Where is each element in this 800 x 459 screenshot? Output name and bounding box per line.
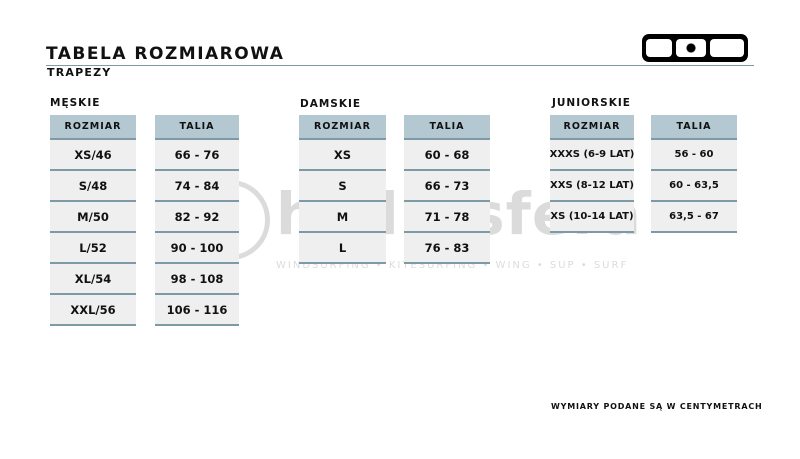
column-header: ROZMIAR [50, 115, 136, 140]
table-cell: XS (10-14 LAT) [550, 202, 634, 233]
table-cell: S/48 [50, 171, 136, 202]
table-cell: M/50 [50, 202, 136, 233]
column-header: TALIA [404, 115, 490, 140]
table-cell: 66 - 76 [155, 140, 239, 171]
table-cell: M [299, 202, 386, 233]
table-cell: S [299, 171, 386, 202]
column-header: ROZMIAR [550, 115, 634, 140]
table-cell: XXS (8-12 LAT) [550, 171, 634, 202]
section-title-mens: MĘSKIE [50, 97, 101, 109]
column-header: TALIA [651, 115, 737, 140]
table-cell: XL/54 [50, 264, 136, 295]
womens-size-column: ROZMIAR XS S M L [299, 115, 386, 264]
table-cell: XXXS (6-9 LAT) [550, 140, 634, 171]
womens-waist-column: TALIA 60 - 68 66 - 73 71 - 78 76 - 83 [404, 115, 490, 264]
mens-size-column: ROZMIAR XS/46 S/48 M/50 L/52 XL/54 XXL/5… [50, 115, 136, 326]
table-cell: 98 - 108 [155, 264, 239, 295]
ion-logo [642, 34, 748, 62]
table-cell: 71 - 78 [404, 202, 490, 233]
table-cell: 60 - 63,5 [651, 171, 737, 202]
table-cell: 82 - 92 [155, 202, 239, 233]
units-note: WYMIARY PODANE SĄ W CENTYMETRACH [551, 402, 763, 411]
page-title: TABELA ROZMIAROWA [46, 44, 285, 64]
column-header: ROZMIAR [299, 115, 386, 140]
page-subtitle: TRAPEZY [47, 66, 112, 79]
table-cell: 74 - 84 [155, 171, 239, 202]
juniors-waist-column: TALIA 56 - 60 60 - 63,5 63,5 - 67 [651, 115, 737, 233]
table-cell: 66 - 73 [404, 171, 490, 202]
table-cell: L [299, 233, 386, 264]
table-cell: XXL/56 [50, 295, 136, 326]
juniors-size-column: ROZMIAR XXXS (6-9 LAT) XXS (8-12 LAT) XS… [550, 115, 634, 233]
table-cell: 56 - 60 [651, 140, 737, 171]
column-header: TALIA [155, 115, 239, 140]
table-cell: L/52 [50, 233, 136, 264]
table-cell: 63,5 - 67 [651, 202, 737, 233]
table-cell: XS/46 [50, 140, 136, 171]
title-divider [46, 65, 754, 66]
mens-waist-column: TALIA 66 - 76 74 - 84 82 - 92 90 - 100 9… [155, 115, 239, 326]
section-title-womens: DAMSKIE [300, 98, 362, 110]
table-cell: 60 - 68 [404, 140, 490, 171]
table-cell: 106 - 116 [155, 295, 239, 326]
section-title-juniors: JUNIORSKIE [552, 97, 631, 109]
table-cell: XS [299, 140, 386, 171]
table-cell: 76 - 83 [404, 233, 490, 264]
table-cell: 90 - 100 [155, 233, 239, 264]
